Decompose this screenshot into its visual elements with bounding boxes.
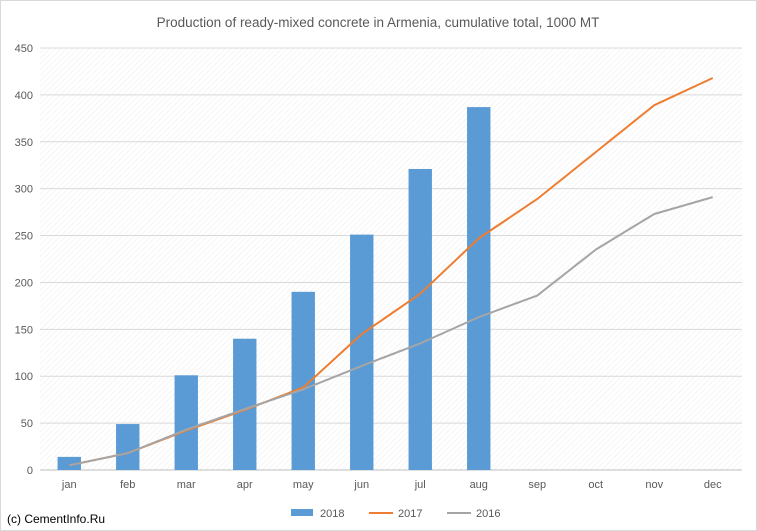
legend-label-2018: 2018: [320, 508, 344, 520]
line-series-2016: [69, 196, 714, 467]
x-tick-label-dec: dec: [704, 479, 722, 491]
x-tick-label-jul: jul: [414, 479, 426, 491]
x-tick-label-feb: feb: [120, 479, 135, 491]
bar-2018-feb: [116, 424, 140, 470]
x-tick-label-jan: jan: [61, 479, 77, 491]
y-tick-label-200: 200: [15, 277, 33, 289]
x-tick-label-may: may: [293, 479, 314, 491]
bar-2018-jan: [57, 456, 81, 470]
y-tick-label-450: 450: [15, 43, 33, 55]
legend-swatch-2018: [291, 509, 313, 516]
y-tick-label-0: 0: [27, 465, 33, 477]
y-tick-label-300: 300: [15, 184, 33, 196]
bar-2018-aug: [467, 107, 491, 470]
x-tick-label-nov: nov: [645, 479, 663, 491]
plot-area: 0 50 100 150 200 250 300 350 400 450 jan feb mar apr m…: [15, 43, 742, 520]
bar-2018-may: [291, 291, 315, 470]
y-tick-label-150: 150: [15, 324, 33, 336]
x-tick-label-oct: oct: [588, 479, 603, 491]
x-tick-label-apr: apr: [237, 479, 253, 491]
bar-2018-jun: [350, 234, 374, 470]
x-tick-label-aug: aug: [470, 479, 488, 491]
plot-background: [40, 48, 742, 470]
y-tick-label-350: 350: [15, 137, 33, 149]
chart-title: Production of ready-mixed concrete in Ar…: [157, 15, 600, 30]
x-tick-label-jun: jun: [353, 479, 369, 491]
bar-2018-jul: [408, 168, 432, 470]
credit-text: (c) CementInfo.Ru: [7, 512, 106, 526]
bar-2018-apr: [233, 338, 257, 470]
x-tick-label-mar: mar: [177, 479, 196, 491]
y-tick-label-250: 250: [15, 231, 33, 243]
x-tick-label-sep: sep: [528, 479, 546, 491]
y-tick-label-100: 100: [15, 371, 33, 383]
legend-label-2017: 2017: [398, 508, 422, 520]
y-tick-label-50: 50: [21, 418, 33, 430]
y-tick-label-400: 400: [15, 90, 33, 102]
legend-label-2016: 2016: [476, 508, 500, 520]
bar-2018-mar: [174, 375, 198, 470]
